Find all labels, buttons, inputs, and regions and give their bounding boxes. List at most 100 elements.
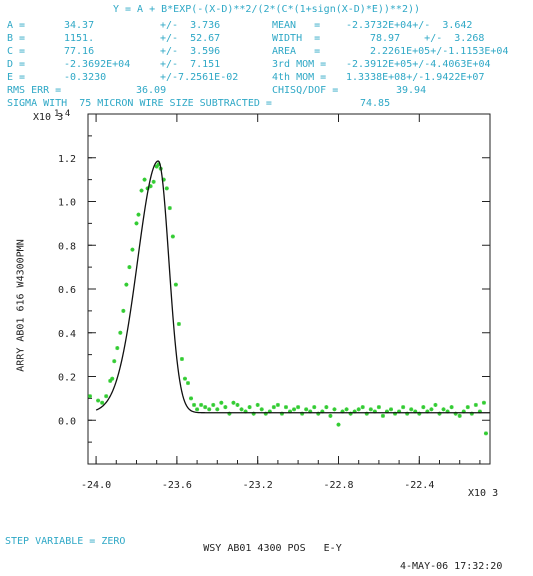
- data-point: [239, 407, 244, 412]
- data-point: [324, 405, 329, 410]
- data-point: [283, 405, 288, 410]
- data-point: [151, 179, 156, 184]
- data-point: [203, 405, 208, 410]
- data-point: [457, 413, 462, 418]
- param-err-b: +/- 52.67: [160, 33, 221, 44]
- data-point: [247, 405, 252, 410]
- data-point: [170, 234, 175, 239]
- y-tick-label: 0.2: [58, 373, 76, 384]
- data-point: [108, 378, 113, 383]
- rms-label: RMS ERR =: [7, 85, 62, 96]
- data-point: [259, 407, 264, 412]
- data-point: [100, 400, 105, 405]
- y-multiplier: X10 3: [33, 112, 64, 123]
- data-point: [115, 346, 120, 351]
- fit-formula: Y = A + B*EXP(-(X-D)**2/(2*(C*(1+sign(X-…: [112, 4, 421, 15]
- sigma-text: SIGMA WITH 75 MICRON WIRE SIZE SUBTRACTE…: [7, 98, 272, 109]
- data-point: [304, 407, 309, 412]
- data-point: [124, 282, 129, 287]
- stat-width-value: 78.97 +/- 3.268: [370, 33, 485, 44]
- data-point: [179, 357, 184, 361]
- param-value-a: 34.37: [64, 20, 95, 31]
- data-point: [104, 394, 109, 399]
- rms-value: 36.09: [136, 85, 167, 96]
- stat-mean-value: -2.3732E+04+/- 3.642: [346, 20, 473, 31]
- data-point: [167, 206, 172, 211]
- data-point: [409, 407, 414, 412]
- y-tick-label: 1.4: [54, 109, 70, 119]
- data-point: [296, 405, 301, 410]
- x-multiplier: X10 3: [468, 488, 499, 499]
- param-err-c: +/- 3.596: [160, 46, 221, 57]
- data-point: [380, 413, 385, 418]
- param-name-a: A =: [7, 20, 26, 31]
- fit-curve-group: [95, 160, 490, 414]
- data-point: [332, 407, 337, 412]
- data-point: [199, 402, 204, 407]
- data-point: [449, 405, 454, 410]
- y-tick-label: 1.2: [58, 154, 76, 165]
- fit-curve: [95, 160, 490, 414]
- y-tick-label: 0.4: [58, 329, 76, 340]
- x-tick-label: -22.8: [323, 480, 353, 491]
- timestamp: 4-MAY-06 17:32:20: [400, 561, 503, 572]
- data-point: [112, 359, 117, 364]
- param-value-e: -0.3230: [64, 72, 107, 83]
- chisq-value: 39.94: [396, 85, 427, 96]
- data-point: [336, 422, 341, 427]
- data-point: [215, 407, 220, 412]
- data-point: [360, 405, 365, 410]
- data-point: [154, 164, 159, 169]
- data-point: [130, 247, 135, 252]
- data-point: [231, 400, 236, 405]
- data-point: [271, 405, 276, 410]
- y-tick-label: 1.0: [58, 198, 76, 209]
- stat-area-value: 2.2261E+05+/-1.1153E+04: [370, 46, 509, 57]
- data-point: [110, 376, 115, 381]
- stat-4thmom-label: 4th MOM =: [272, 72, 327, 83]
- sigma-value: 74.85: [360, 98, 391, 109]
- data-point: [483, 431, 488, 436]
- data-point: [389, 407, 394, 412]
- data-point: [139, 188, 144, 193]
- data-point: [142, 177, 147, 182]
- y-axis-title: ARRY AB01 616 W4300PMN: [15, 239, 27, 372]
- stat-area-label: AREA =: [272, 46, 321, 57]
- stat-width-label: WIDTH =: [272, 33, 321, 44]
- stat-3rdmom-label: 3rd MOM =: [272, 59, 327, 70]
- data-point: [441, 407, 446, 412]
- stat-mean-label: MEAN =: [272, 20, 321, 31]
- data-point: [118, 330, 123, 335]
- data-point: [164, 186, 169, 191]
- data-point: [88, 394, 93, 399]
- y-tick-label: 0.6: [58, 285, 76, 296]
- data-point: [134, 221, 139, 226]
- chisq-label: CHISQ/DOF =: [272, 85, 339, 96]
- data-point: [182, 376, 187, 381]
- data-point: [275, 402, 280, 407]
- data-point: [195, 407, 200, 412]
- data-point: [192, 402, 197, 407]
- data-point: [136, 212, 141, 217]
- data-point: [255, 402, 260, 407]
- tick-marks: [88, 113, 490, 465]
- param-err-a: +/- 3.736: [160, 20, 221, 31]
- data-point: [235, 402, 240, 407]
- data-point: [223, 405, 228, 410]
- data-point: [473, 402, 478, 407]
- data-point: [292, 407, 297, 412]
- data-point: [429, 407, 434, 412]
- data-points: [88, 162, 488, 436]
- data-point: [211, 402, 216, 407]
- x-tick-label: -23.2: [243, 480, 273, 491]
- step-variable: STEP VARIABLE = ZERO: [5, 536, 126, 547]
- x-tick-label: -22.4: [404, 480, 434, 491]
- data-point: [121, 308, 126, 313]
- x-tick-label: -24.0: [81, 480, 111, 491]
- data-point: [96, 398, 101, 403]
- param-value-d: -2.3692E+04: [64, 59, 131, 70]
- data-point: [433, 402, 438, 407]
- stat-4thmom-value: 1.3338E+08+/-1.9422E+07: [346, 72, 485, 83]
- data-point: [421, 405, 426, 410]
